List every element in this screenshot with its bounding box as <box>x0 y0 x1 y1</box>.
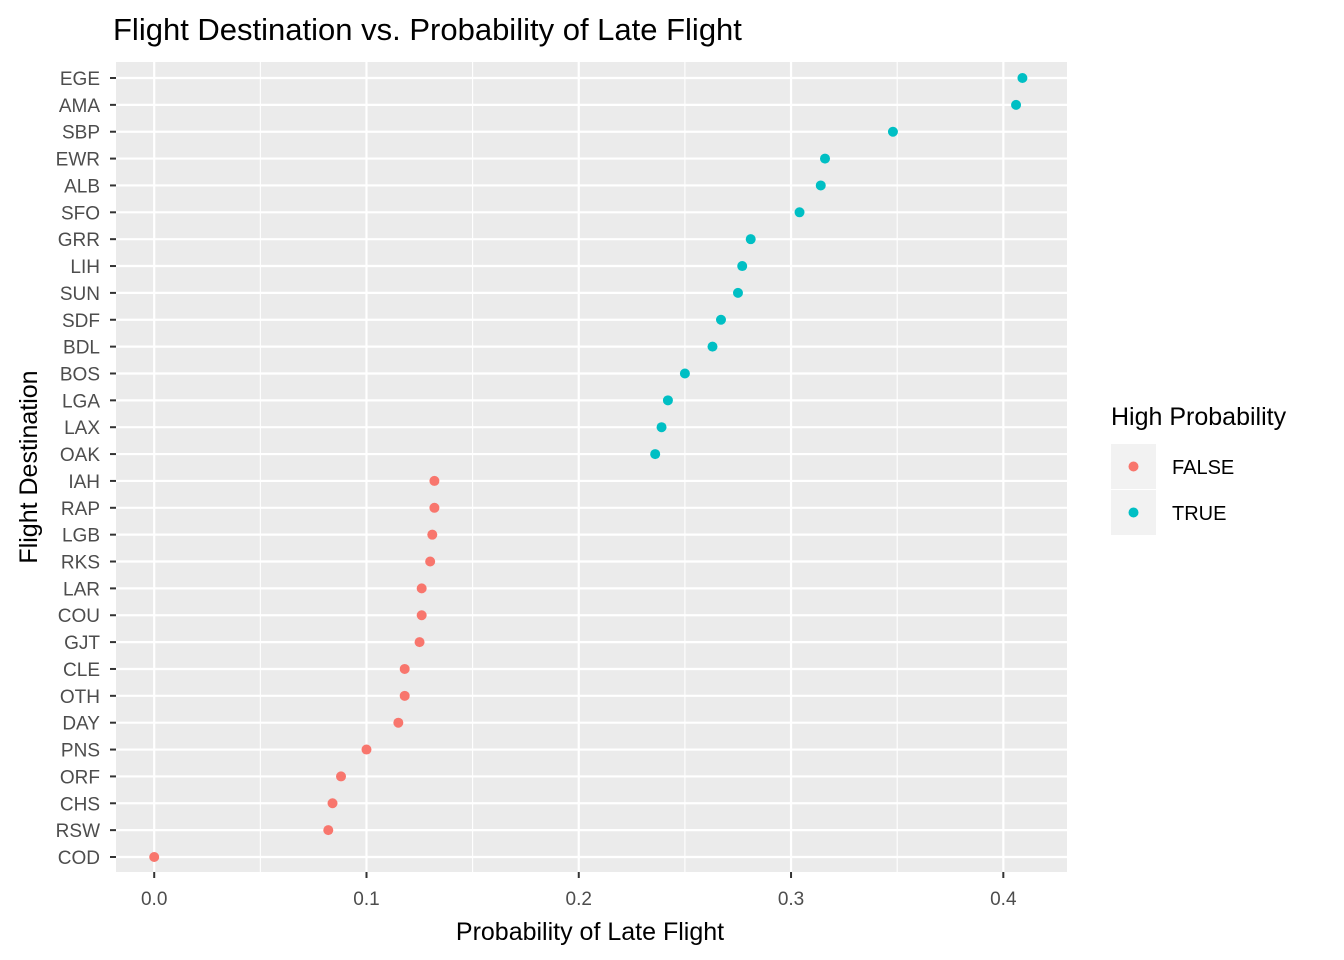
y-tick-label: DAY <box>62 714 100 735</box>
point-alb <box>815 180 826 191</box>
x-tick-labels: 0.0 0.1 0.2 0.3 0.4 <box>141 872 1017 910</box>
point-cou <box>416 610 427 621</box>
x-axis-title: Probability of Late Flight <box>456 918 724 946</box>
data-points <box>149 73 1028 862</box>
point-bdl <box>707 341 718 352</box>
y-tick-label: OAK <box>60 445 100 466</box>
point-gjt <box>414 637 425 648</box>
point-chs <box>327 798 338 809</box>
point-oak <box>650 449 661 460</box>
y-tick-label: RSW <box>56 821 100 842</box>
y-tick-label: EWR <box>56 150 100 171</box>
legend-label-true: TRUE <box>1172 503 1226 525</box>
point-lax <box>656 422 667 433</box>
legend: High Probability FALSE TRUE <box>1111 403 1287 535</box>
y-tick-label: ALB <box>64 176 100 197</box>
y-tick-label: LGA <box>62 391 100 412</box>
point-iah <box>429 475 440 486</box>
y-tick-label: PNS <box>61 741 100 762</box>
y-tick-label: LGB <box>62 526 100 547</box>
x-tick-label: 0.0 <box>141 889 167 910</box>
point-sbp <box>887 126 898 137</box>
y-tick-label: IAH <box>68 472 100 493</box>
y-tick-label: CLE <box>63 660 100 681</box>
point-bos <box>679 368 690 379</box>
y-tick-label: EGE <box>60 69 100 90</box>
point-sfo <box>794 207 805 218</box>
point-lar <box>416 583 427 594</box>
point-rap <box>429 502 440 513</box>
y-tick-label: CHS <box>60 794 100 815</box>
y-tick-labels: EGE AMA SBP EWR ALB SFO GRR LIH SUN SDF BDL BOS LGA L… <box>56 69 116 869</box>
y-tick-label: COD <box>58 848 100 869</box>
point-orf <box>336 771 347 782</box>
point-day <box>393 717 404 728</box>
point-lga <box>662 395 673 406</box>
point-sdf <box>715 314 726 325</box>
y-tick-label: GJT <box>64 633 100 654</box>
point-rks <box>425 556 436 567</box>
point-oth <box>399 690 410 701</box>
x-tick-label: 0.2 <box>566 889 592 910</box>
y-tick-label: BOS <box>60 364 100 385</box>
x-tick-label: 0.1 <box>353 889 379 910</box>
y-tick-label: LAX <box>64 418 100 439</box>
point-ewr <box>820 153 831 164</box>
y-axis-title: Flight Destination <box>15 370 43 563</box>
y-tick-label: BDL <box>63 338 100 359</box>
y-tick-label: SDF <box>62 311 100 332</box>
point-cle <box>399 663 410 674</box>
y-tick-label: AMA <box>59 96 101 117</box>
point-ama <box>1011 99 1022 110</box>
chart-title: Flight Destination vs. Probability of La… <box>113 12 742 47</box>
point-pns <box>361 744 372 755</box>
point-cod <box>149 852 160 862</box>
point-ege <box>1017 73 1028 83</box>
y-tick-label: LAR <box>63 579 100 600</box>
point-grr <box>745 234 756 245</box>
y-tick-label: SFO <box>61 203 100 224</box>
y-tick-label: ORF <box>60 767 100 788</box>
point-lih <box>737 261 748 272</box>
y-tick-label: OTH <box>60 687 100 708</box>
y-tick-label: SBP <box>62 123 100 144</box>
point-sun <box>732 287 743 298</box>
y-tick-label: SUN <box>60 284 100 305</box>
y-tick-label: RKS <box>61 553 100 574</box>
legend-label-false: FALSE <box>1172 457 1234 479</box>
y-tick-label: RAP <box>61 499 100 520</box>
y-tick-label: GRR <box>58 230 100 251</box>
y-tick-label: LIH <box>70 257 100 278</box>
legend-key-true <box>1128 507 1139 518</box>
point-rsw <box>323 825 334 836</box>
plot-panel <box>116 62 1067 872</box>
legend-key-false <box>1128 461 1139 472</box>
point-lgb <box>427 529 438 540</box>
y-tick-label: COU <box>58 606 100 627</box>
legend-title: High Probability <box>1111 403 1287 431</box>
grid-lines <box>116 62 1067 872</box>
x-tick-label: 0.3 <box>778 889 804 910</box>
x-tick-label: 0.4 <box>990 889 1017 910</box>
